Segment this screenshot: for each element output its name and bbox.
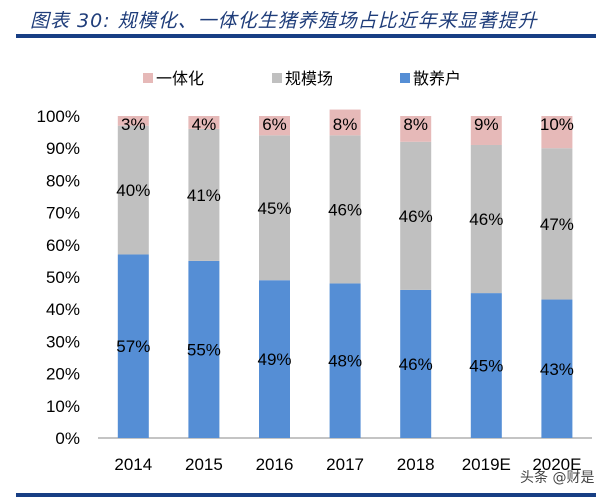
footer-rule [16,493,596,497]
legend-label: 散养户 [413,69,461,88]
title-rule [16,34,596,38]
bar-segment [329,109,361,136]
x-tick-label: 2014 [114,455,152,474]
x-tick-label: 2020E [532,455,581,474]
y-tick-label: 30% [46,332,80,351]
bar-segment [259,116,290,136]
bar-segment [188,260,220,438]
x-tick-label: 2017 [326,455,364,474]
y-tick-label: 20% [46,365,80,384]
legend-label: 一体化 [156,69,204,88]
legend-label: 规模场 [285,69,333,88]
data-label: 46% [469,210,503,229]
y-tick-label: 100% [37,107,80,126]
bar-segment [117,116,149,126]
x-tick-label: 2015 [185,455,223,474]
bar-segment [541,299,573,438]
data-label: 57% [116,337,150,356]
bar-segment [117,254,149,438]
data-label: 41% [187,186,221,205]
bar-segment [470,293,502,438]
y-tick-label: 10% [46,397,80,416]
data-label: 6% [262,115,287,134]
y-tick-label: 90% [46,139,80,158]
watermark: 头条 @财是 [520,470,595,486]
y-tick-label: 40% [46,300,80,319]
bar-segment [188,116,220,129]
y-tick-label: 60% [46,236,80,255]
data-label: 40% [116,181,150,200]
data-label: 45% [469,357,503,376]
data-label: 48% [328,352,362,371]
legend-swatch [400,73,410,83]
data-label: 8% [403,115,428,134]
legend-swatch [143,73,153,83]
bar-segment [329,283,361,438]
bar-segment [117,125,149,255]
x-tick-label: 2019E [462,455,511,474]
data-label: 55% [187,340,221,359]
y-tick-label: 50% [46,268,80,287]
bar-segment [329,135,361,284]
data-label: 8% [333,115,358,134]
x-tick-label: 2016 [256,455,294,474]
y-tick-label: 0% [55,429,80,448]
bar-segment [259,280,290,438]
x-tick-label: 2018 [397,455,435,474]
figure-title: 图表 30: 规模化、一体化生猪养殖场占比近年来显著提升 [30,10,538,32]
y-tick-label: 80% [46,171,80,190]
bar-segment [541,148,573,300]
bar-segment [470,116,502,145]
data-label: 9% [474,115,499,134]
data-label: 10% [540,115,574,134]
data-label: 4% [192,115,217,134]
data-label: 47% [540,215,574,234]
bar-segment [400,116,432,142]
data-label: 46% [328,200,362,219]
y-tick-label: 70% [46,204,80,223]
data-label: 49% [257,350,291,369]
bar-segment [470,144,502,294]
bar-segment [259,135,290,281]
data-label: 46% [399,355,433,374]
data-label: 43% [540,360,574,379]
bar-segment [541,116,573,149]
data-label: 3% [121,115,146,134]
data-label: 46% [399,207,433,226]
legend-swatch [272,73,282,83]
data-label: 45% [257,199,291,218]
bar-segment [188,128,220,261]
bar-segment [400,141,432,290]
bar-segment [400,289,432,438]
